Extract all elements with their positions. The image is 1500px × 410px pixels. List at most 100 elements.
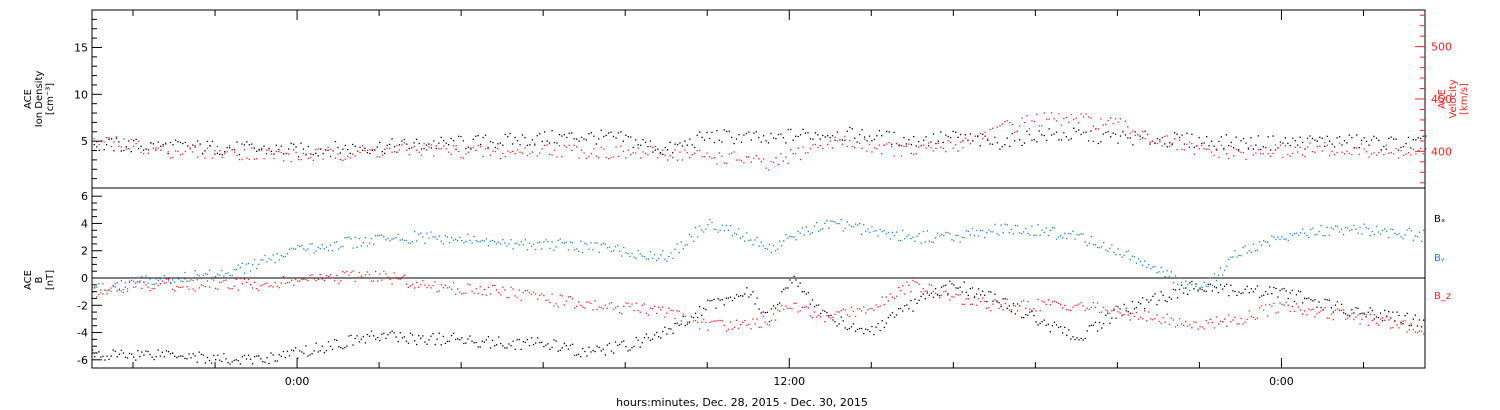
b-series-0-point xyxy=(608,342,611,345)
b-series-0-point xyxy=(446,340,449,343)
b-series-1-point xyxy=(1250,251,1252,253)
velocity-series-point xyxy=(1265,147,1267,149)
velocity-series-point xyxy=(374,149,376,151)
velocity-series-point xyxy=(1311,150,1314,153)
density-series-point xyxy=(625,134,627,136)
b-series-0-point xyxy=(1053,321,1056,323)
density-series-point xyxy=(152,143,154,145)
density-series-point xyxy=(1279,141,1282,143)
density-series-point xyxy=(583,138,585,140)
velocity-series-point xyxy=(1370,153,1373,155)
b-series-0-point xyxy=(1363,312,1365,314)
b-series-0-point xyxy=(157,349,159,351)
b-series-0-point xyxy=(873,333,875,336)
velocity-series-point xyxy=(799,158,802,161)
b-series-2-point xyxy=(223,280,225,282)
b-series-1-point xyxy=(1053,227,1056,229)
b-series-1-point xyxy=(537,242,539,244)
b-series-0-point xyxy=(1224,285,1226,287)
velocity-series-point xyxy=(489,154,492,156)
b-series-2-point xyxy=(783,308,785,310)
b-series-1-point xyxy=(612,250,615,252)
x-tick-label: 0:00 xyxy=(1269,375,1294,388)
b-series-2-point xyxy=(633,309,635,312)
density-series-point xyxy=(445,142,447,144)
velocity-series-point xyxy=(1100,118,1102,120)
b-series-1-point xyxy=(1363,223,1365,225)
velocity-series-point xyxy=(157,147,159,149)
density-series-point xyxy=(620,131,622,133)
velocity-series-point xyxy=(1090,117,1092,119)
b-series-1-point xyxy=(1084,241,1086,243)
b-series-0-point xyxy=(750,294,752,296)
velocity-series-point xyxy=(1097,128,1099,130)
b-series-0-point xyxy=(838,323,840,325)
b-series-1-point xyxy=(479,240,481,243)
b-series-1-point xyxy=(869,231,871,233)
velocity-series-point xyxy=(105,136,108,139)
density-series-point xyxy=(209,144,211,147)
b-series-0-point xyxy=(282,350,284,353)
b-series-0-point xyxy=(1357,307,1359,310)
b-series-2-point xyxy=(178,286,180,288)
b-series-0-point xyxy=(1131,301,1133,303)
top-left-tick-label: 5 xyxy=(81,135,88,148)
b-series-1-point xyxy=(532,243,535,245)
b-series-0-point xyxy=(1088,325,1090,327)
b-series-2-point xyxy=(807,307,809,309)
b-series-2-point xyxy=(537,298,539,300)
b-series-0-point xyxy=(789,279,791,281)
velocity-series-point xyxy=(959,141,962,143)
b-series-0-point xyxy=(506,347,508,349)
density-series-point xyxy=(635,139,637,141)
b-series-2-point xyxy=(274,281,276,284)
b-series-1-point xyxy=(264,254,266,257)
b-series-1-point xyxy=(561,242,563,244)
density-series-point xyxy=(278,148,280,151)
b-series-0-point xyxy=(448,340,451,342)
b-series-0-point xyxy=(233,359,235,362)
b-series-2-point xyxy=(450,288,453,290)
velocity-series-point xyxy=(955,144,957,146)
b-series-0-point xyxy=(1277,296,1279,298)
b-series-1-point xyxy=(1222,274,1224,276)
density-series-point xyxy=(1407,136,1410,138)
b-series-2-point xyxy=(731,328,734,330)
top-y2label-line: ACE xyxy=(1437,89,1448,109)
density-series-point xyxy=(553,142,556,144)
velocity-series-point xyxy=(676,159,679,161)
density-series-point xyxy=(221,154,223,156)
density-series-point xyxy=(317,155,319,157)
b-series-0-point xyxy=(731,299,734,302)
density-series-point xyxy=(1294,140,1296,142)
density-series-point xyxy=(731,136,733,138)
b-series-1-point xyxy=(614,245,617,248)
b-series-1-point xyxy=(900,239,902,242)
density-series-point xyxy=(423,147,425,150)
b-series-1-point xyxy=(518,244,520,246)
b-series-2-point xyxy=(532,291,535,293)
b-series-2-point xyxy=(1092,302,1095,304)
density-series-point xyxy=(999,148,1001,150)
b-series-2-point xyxy=(1201,326,1203,328)
b-series-0-point xyxy=(522,341,524,343)
b-series-1-point xyxy=(1131,255,1133,257)
velocity-series-point xyxy=(462,157,465,159)
b-series-1-point xyxy=(483,240,485,242)
b-series-1-point xyxy=(381,234,383,236)
b-series-2-point xyxy=(264,283,266,285)
b-series-2-point xyxy=(1355,316,1357,318)
b-series-2-point xyxy=(1283,304,1285,306)
b-series-2-point xyxy=(916,281,918,283)
b-series-2-point xyxy=(510,286,512,288)
b-series-0-point xyxy=(766,311,768,313)
b-series-1-point xyxy=(231,274,233,277)
density-series-point xyxy=(416,138,418,140)
b-series-1-point xyxy=(916,235,918,237)
b-series-2-point xyxy=(1338,309,1341,311)
b-series-2-point xyxy=(309,274,311,277)
x-tick-label: 0:00 xyxy=(285,375,310,388)
b-series-2-point xyxy=(1260,305,1263,307)
b-series-1-point xyxy=(485,238,487,240)
b-series-0-point xyxy=(270,352,272,354)
